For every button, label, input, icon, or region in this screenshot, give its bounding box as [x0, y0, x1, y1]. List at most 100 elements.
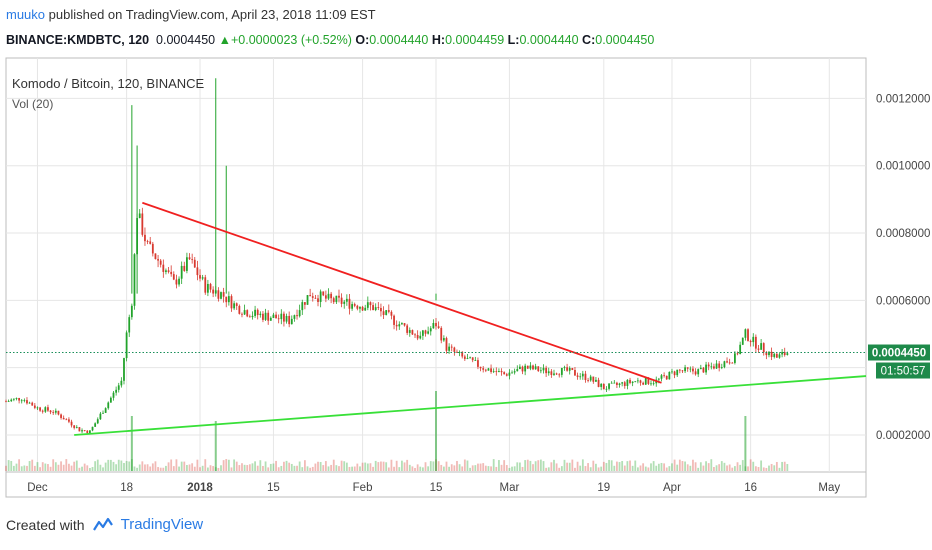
candle-body	[516, 369, 519, 372]
volume-bar	[109, 459, 112, 471]
volume-bar	[768, 465, 770, 471]
candle-body	[39, 407, 41, 411]
volume-bar	[18, 459, 21, 471]
candle-body	[293, 315, 296, 319]
volume-bar	[193, 466, 196, 471]
candle-body	[592, 376, 595, 382]
candle-body	[676, 369, 679, 376]
candle-body	[361, 306, 364, 311]
volume-bar	[385, 462, 388, 471]
candle-body	[327, 293, 330, 299]
candle-body	[760, 343, 763, 350]
candle-body	[227, 296, 230, 303]
volume-bar	[317, 461, 319, 471]
candle-body	[681, 370, 684, 372]
y-tick-label: 0.0012000	[876, 93, 930, 105]
volume-bar	[663, 463, 666, 471]
candle-body	[558, 374, 561, 376]
volume-bar	[484, 465, 487, 471]
candle-body	[401, 323, 403, 325]
candle-body	[26, 400, 28, 404]
candle-body	[128, 317, 131, 333]
candle-body	[209, 283, 212, 290]
candle-body	[157, 259, 159, 261]
volume-bar	[403, 462, 406, 471]
candle-body	[424, 330, 427, 334]
candle-body	[734, 353, 736, 363]
volume-bar	[461, 466, 464, 471]
candle-body	[621, 382, 624, 384]
candle-body	[256, 309, 259, 316]
volume-bar	[102, 467, 104, 471]
candle-body	[220, 292, 222, 299]
candle-body	[340, 297, 343, 304]
volume-bar	[304, 460, 306, 471]
volume-bar	[429, 461, 432, 471]
volume-bar	[555, 463, 558, 471]
volume-bar	[739, 464, 742, 471]
symbol-label[interactable]: BINANCE:KMDBTC, 120	[6, 33, 150, 47]
candle-body	[298, 310, 301, 317]
candle-body	[104, 408, 107, 413]
candle-body	[251, 315, 254, 318]
candle-body	[41, 410, 44, 412]
candle-body	[348, 298, 351, 309]
volume-bar	[340, 460, 343, 471]
candle-body	[20, 400, 23, 402]
volume-bar	[75, 460, 78, 471]
candle-body	[243, 310, 246, 315]
candle-body	[377, 307, 380, 308]
candle-body	[437, 326, 440, 328]
candle-body	[65, 419, 68, 421]
candle-body	[238, 305, 241, 314]
candle-body	[429, 328, 432, 332]
candle-body	[382, 311, 385, 315]
candle-body	[144, 234, 146, 242]
candle-body	[343, 301, 346, 304]
volume-bar	[665, 467, 668, 471]
candle-body	[170, 271, 173, 275]
candle-body	[421, 330, 424, 336]
candle-body	[262, 313, 264, 320]
volume-bar	[731, 467, 734, 471]
volume-bar	[529, 460, 532, 471]
volume-bar	[332, 459, 335, 471]
volume-bar	[610, 460, 613, 471]
candle-body	[498, 371, 500, 373]
volume-bar	[411, 466, 414, 471]
candle-body	[296, 315, 298, 317]
candle-body	[33, 405, 36, 408]
volume-bar	[574, 467, 576, 471]
volume-bar	[626, 461, 629, 471]
volume-bar	[238, 465, 241, 471]
volume-bar	[466, 460, 469, 471]
candle-body	[183, 265, 186, 271]
volume-bar	[81, 466, 83, 471]
candle-body	[222, 292, 225, 297]
candle-body	[99, 413, 102, 420]
volume-bar	[406, 459, 409, 471]
last-price-badge	[868, 344, 930, 361]
tradingview-brand[interactable]: TradingView	[120, 516, 204, 533]
volume-bar	[311, 466, 314, 471]
volume-bar	[495, 466, 498, 471]
candle-body	[338, 295, 340, 298]
candle-body	[471, 357, 474, 361]
candle-body	[165, 270, 167, 272]
volume-bar	[450, 464, 453, 471]
candle-body	[665, 375, 668, 380]
volume-bar	[241, 463, 243, 471]
candle-body	[584, 373, 587, 380]
candle-body	[440, 327, 443, 341]
candle-body	[623, 382, 626, 386]
volume-bar	[99, 464, 102, 471]
author-link[interactable]: muuko	[6, 7, 46, 22]
volume-bar	[175, 459, 178, 471]
volume-bar	[96, 459, 99, 471]
x-tick-label: Apr	[663, 482, 681, 494]
volume-bar	[482, 463, 485, 471]
volume-bar	[230, 467, 233, 471]
volume-bar	[644, 466, 647, 471]
candle-body	[52, 412, 55, 413]
